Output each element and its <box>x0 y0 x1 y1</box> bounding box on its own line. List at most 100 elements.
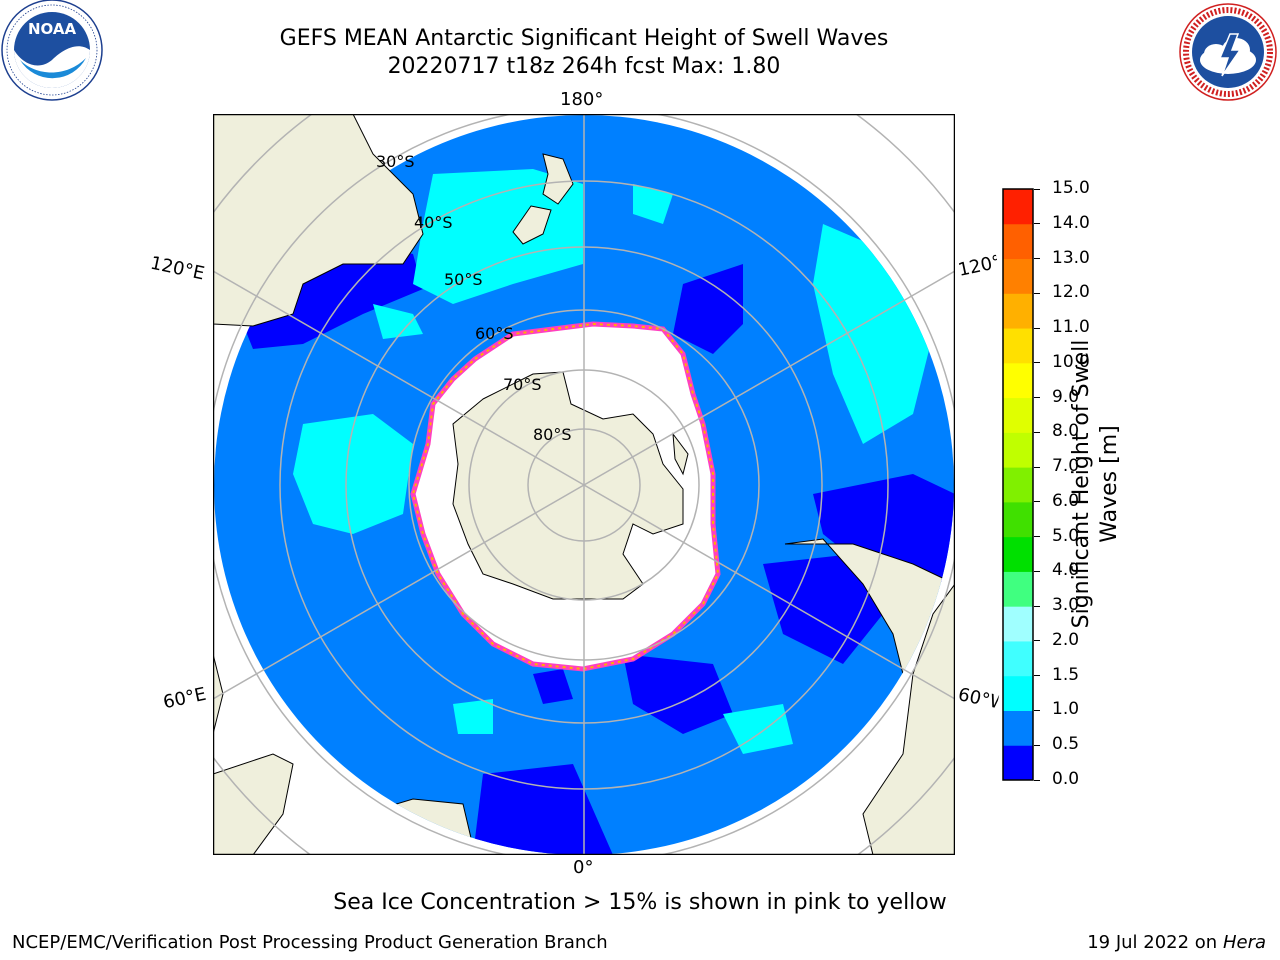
colorbar-segment <box>1003 467 1033 503</box>
lon-label-60w: 60°W <box>956 684 1000 713</box>
colorbar-tick-label: 10.0 <box>1052 351 1090 372</box>
lat-label-40s: 40°S <box>414 213 453 232</box>
meridian-lines <box>213 114 955 855</box>
colorbar-tick-label: 12.0 <box>1052 282 1090 303</box>
noaa-logo-icon: NOAA <box>1 0 103 101</box>
colorbar-segment <box>1003 710 1033 746</box>
colorbar-tick-mark <box>1034 709 1040 711</box>
footer-date: 19 Jul 2022 on Hera <box>1087 932 1266 953</box>
map-title-line1: GEFS MEAN Antarctic Significant Height o… <box>279 26 889 51</box>
lat-label-60s: 60°S <box>475 324 514 343</box>
new-zealand-land <box>542 153 574 205</box>
colorbar <box>1002 188 1034 781</box>
colorbar-segment <box>1003 675 1033 711</box>
colorbar-label-line2: Waves [m] <box>1097 425 1122 543</box>
low-swell-region <box>533 669 573 704</box>
colorbar-tick-label: 6.0 <box>1052 490 1080 511</box>
colorbar-segment <box>1003 640 1033 677</box>
colorbar-tick-label: 14.0 <box>1052 212 1090 233</box>
colorbar-segment <box>1003 293 1033 329</box>
colorbar-segment <box>1003 189 1033 225</box>
colorbar-tick-mark <box>1034 397 1040 399</box>
antarctica-land <box>452 371 684 600</box>
colorbar-segment <box>1003 258 1033 294</box>
colorbar-tick-label: 13.0 <box>1052 247 1090 268</box>
colorbar-tick-mark <box>1034 362 1040 364</box>
colorbar-segment <box>1003 536 1033 572</box>
colorbar-segment <box>1003 223 1033 260</box>
colorbar-segment <box>1003 328 1033 364</box>
moderate-swell-region <box>453 699 493 734</box>
lon-label-120e: 120°E <box>148 252 207 285</box>
map-title-line2: 20220717 t18z 264h fcst Max: 1.80 <box>387 54 781 79</box>
map-frame <box>213 114 955 855</box>
colorbar-segment <box>1003 397 1033 433</box>
new-zealand-land <box>512 205 552 245</box>
moderate-swell-region <box>723 704 793 754</box>
colorbar-segment <box>1003 432 1033 468</box>
colorbar-label-line1: Significant Height of Swell <box>1069 339 1094 629</box>
colorbar-tick-label: 15.0 <box>1052 178 1090 198</box>
low-swell-region <box>243 244 423 349</box>
colorbar-tick-mark <box>1034 223 1040 225</box>
colorbar-segment <box>1003 501 1033 538</box>
colorbar-tick-label: 5.0 <box>1052 525 1080 546</box>
colorbar-tick-mark <box>1034 431 1040 433</box>
low-swell-region <box>673 264 743 354</box>
colorbar-segment <box>1003 606 1033 642</box>
footer-host: Hera <box>1222 932 1266 953</box>
low-swell-region <box>763 554 883 664</box>
moderate-swell-region <box>413 169 583 304</box>
colorbar-tick-label: 8.0 <box>1052 421 1080 442</box>
colorbar-tick-label: 1.5 <box>1052 664 1080 685</box>
lat-label-80s: 80°S <box>533 425 572 444</box>
colorbar-tick-mark <box>1034 258 1040 260</box>
south-america-outer-land <box>862 583 955 855</box>
lon-label-120w: 120°W <box>956 252 1000 281</box>
colorbar-tick-mark <box>1034 327 1040 329</box>
colorbar-segment <box>1003 571 1033 607</box>
moderate-swell-region <box>293 414 413 534</box>
lon-label-0: 0° <box>573 857 594 878</box>
colorbar-tick-mark <box>1034 292 1040 294</box>
colorbar-tick-label: 0.0 <box>1052 769 1080 789</box>
low-swell-region <box>473 764 613 855</box>
colorbar-tick-label: 9.0 <box>1052 386 1080 407</box>
colorbar-tick-mark <box>1034 466 1040 468</box>
moderate-swell-region <box>373 304 423 339</box>
moderate-swell-region <box>633 184 673 224</box>
lat-label-50s: 50°S <box>444 270 483 289</box>
lat-label-70s: 70°S <box>503 375 542 394</box>
colorbar-tick-mark <box>1034 779 1040 781</box>
colorbar-tick-mark <box>1034 640 1040 642</box>
colorbar-tick-mark <box>1034 675 1040 677</box>
colorbar-tick-label: 4.0 <box>1052 560 1080 581</box>
sea-ice-caption: Sea Ice Concentration > 15% is shown in … <box>333 890 947 915</box>
colorbar-tick-label: 0.5 <box>1052 734 1080 755</box>
colorbar-segment <box>1003 745 1033 781</box>
colorbar-tick-label: 1.0 <box>1052 699 1080 720</box>
noaa-logo-text: NOAA <box>28 20 77 38</box>
footer-date-text: 19 Jul 2022 on <box>1087 932 1223 953</box>
colorbar-tick-label: 3.0 <box>1052 595 1080 616</box>
colorbar-label: Significant Height of Swell Waves [m] <box>1068 334 1128 634</box>
colorbar-tick-mark <box>1034 501 1040 503</box>
colorbar-tick-mark <box>1034 536 1040 538</box>
colorbar-tick-mark <box>1034 570 1040 572</box>
nws-logo-icon <box>1179 3 1277 101</box>
antarctic-peninsula-land <box>672 432 689 476</box>
colorbar-tick-mark <box>1034 605 1040 607</box>
low-swell-region <box>813 474 954 584</box>
lon-label-180: 180° <box>560 89 604 110</box>
colorbar-tick-mark <box>1034 744 1040 746</box>
australia-land <box>213 114 424 327</box>
colorbar-tick-mark <box>1034 188 1040 190</box>
africa-edge-land <box>213 653 224 735</box>
polar-map <box>213 114 955 855</box>
colorbar-tick-label: 11.0 <box>1052 317 1090 338</box>
colorbar-tick-label: 7.0 <box>1052 456 1080 477</box>
colorbar-tick-label: 2.0 <box>1052 629 1080 650</box>
lon-label-60e: 60°E <box>161 683 208 714</box>
colorbar-segment <box>1003 362 1033 399</box>
lat-label-30s: 30°S <box>376 152 415 171</box>
